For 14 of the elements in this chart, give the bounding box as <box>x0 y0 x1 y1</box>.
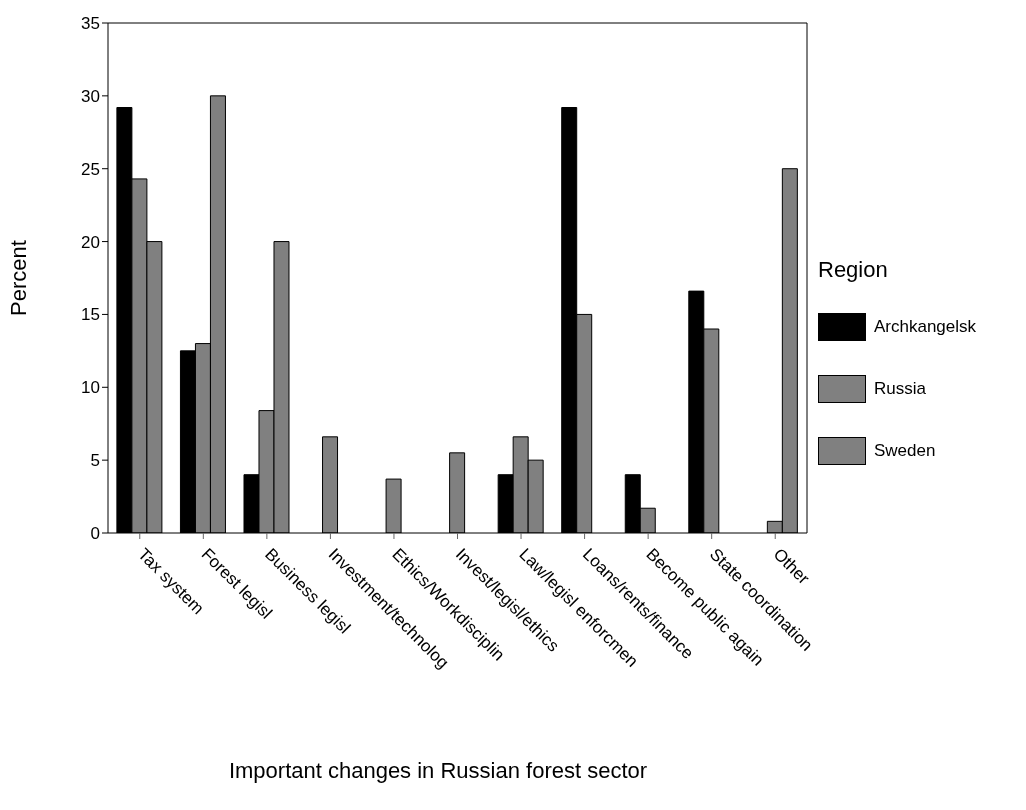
legend-label: Russia <box>874 379 926 399</box>
x-axis-title: Important changes in Russian forest sector <box>227 758 649 784</box>
y-tick-label: 35 <box>81 14 100 34</box>
y-tick-label: 10 <box>81 378 100 398</box>
legend-title: Region <box>818 257 889 283</box>
y-tick-label: 30 <box>81 86 100 106</box>
y-tick-label: 5 <box>90 451 100 471</box>
legend-label: Sweden <box>874 441 936 461</box>
y-tick-label: 25 <box>81 159 100 179</box>
y-axis-title: Percent <box>5 240 31 316</box>
y-tick-label: 0 <box>90 524 100 544</box>
y-tick-label: 20 <box>81 232 100 252</box>
y-tick-label: 15 <box>81 305 100 325</box>
legend-label: Archkangelsk <box>874 317 977 337</box>
